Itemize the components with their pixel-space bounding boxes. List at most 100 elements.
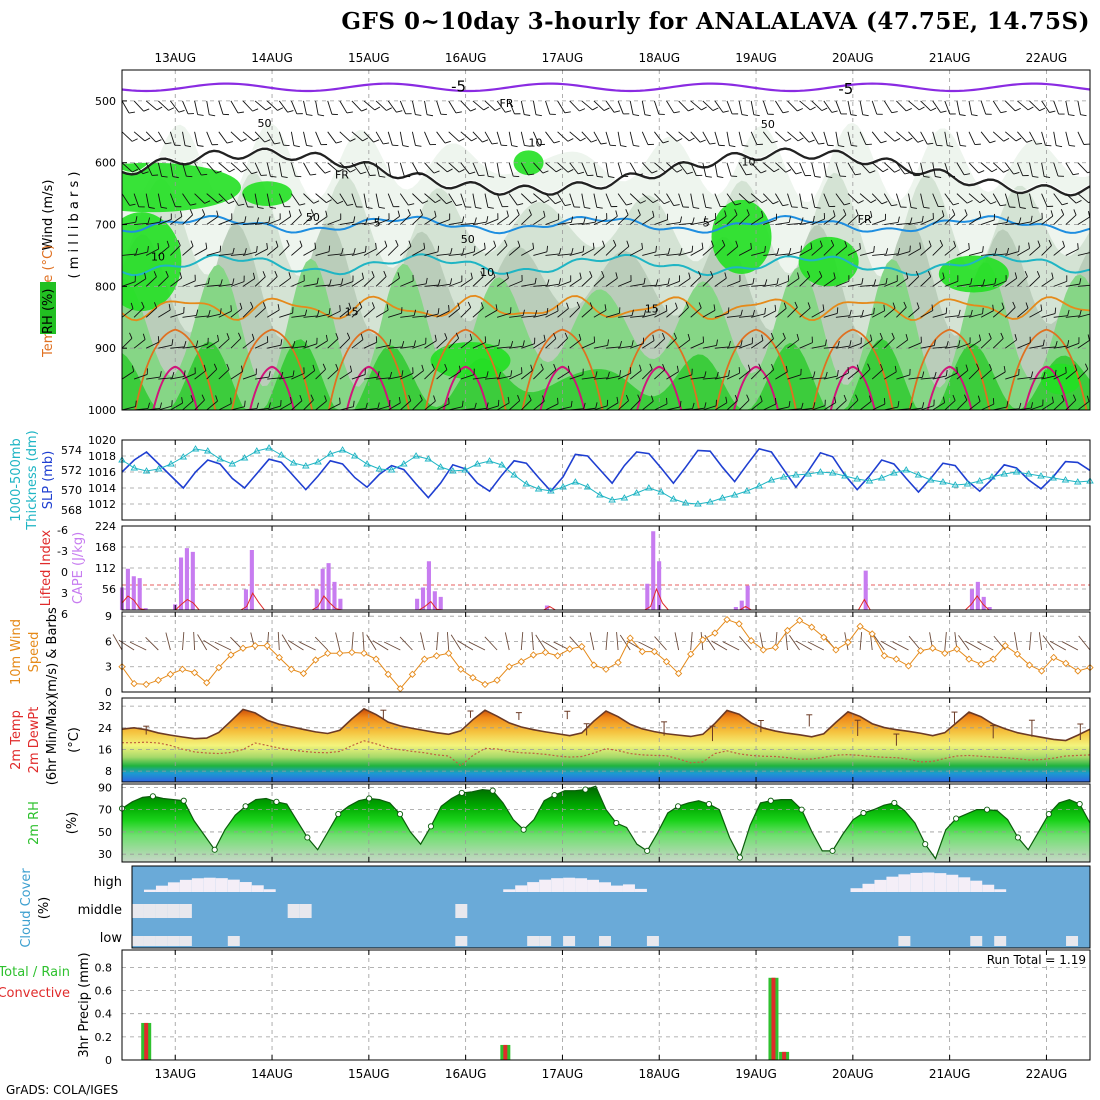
wind-barb (871, 193, 883, 205)
wind-barb (351, 278, 364, 287)
wind-barb-flag (240, 365, 244, 372)
wind-barb (182, 373, 196, 380)
wind-barb-flag (147, 402, 151, 409)
wind-barb (327, 253, 342, 256)
wind-barb-flag (1000, 204, 1007, 207)
thickness-marker (792, 471, 800, 478)
high-cloud-block (599, 882, 611, 892)
rh-units: (%) (65, 812, 80, 835)
wind-barb-flag (313, 200, 320, 204)
wind-barb (436, 131, 446, 144)
wind-barb (787, 307, 798, 318)
wind-barb-flag (542, 170, 549, 174)
wind-barb-flag (834, 396, 837, 403)
wind-barb-flag (396, 110, 403, 113)
wind-barb (375, 405, 390, 410)
wind-barb-flag (197, 114, 204, 116)
wind-barb (896, 277, 909, 287)
wind-barb (133, 251, 148, 256)
wind-barb (315, 400, 327, 410)
surface-wind-barb (1049, 640, 1067, 651)
wind-barb (460, 278, 473, 287)
wind-barb-flag (207, 277, 210, 284)
bottom-date-label: 20AUG (832, 1067, 874, 1081)
wind-barb (992, 193, 1001, 206)
wind-barb (267, 377, 282, 380)
wind-barb (460, 251, 475, 256)
wind-barb (194, 370, 207, 380)
wind-barb (847, 399, 859, 410)
wind-barb (968, 162, 979, 174)
thickness-marker (351, 452, 359, 459)
wind-barb (375, 193, 380, 208)
wind-barb (775, 131, 787, 142)
wind-barb-flag (434, 199, 441, 204)
wind-barb-flag (353, 216, 356, 223)
wind-barb (1029, 162, 1033, 177)
surface-wind-barb (399, 636, 413, 651)
wind-barb-flag (201, 209, 206, 216)
wind-barb-flag (1025, 302, 1029, 309)
wind-barb-flag (953, 202, 960, 206)
cape-bar (426, 561, 431, 610)
wind-barb-flag (419, 209, 423, 216)
wind-barb (339, 281, 354, 287)
wind-barb (641, 131, 649, 145)
wind-barb (351, 307, 363, 318)
wind-barb-flag (595, 402, 598, 409)
wind-barb-flag (692, 217, 695, 224)
wind-barb (871, 162, 884, 173)
wind-barb-flag (498, 339, 501, 346)
wind-barb-flag (712, 107, 719, 111)
wind-barb-flag (143, 108, 150, 112)
wind-barb-flag (644, 114, 651, 117)
wind-barb (146, 341, 160, 349)
wind-barb-flag (838, 145, 845, 148)
wind-barb (315, 284, 330, 287)
wind-barb (509, 315, 524, 318)
wind-barb (835, 162, 841, 177)
wind-barb (484, 405, 499, 410)
wind-barb (496, 216, 509, 225)
wind-barb-flag (797, 137, 804, 142)
wind-barb (920, 310, 934, 318)
surface-wind-barb (541, 640, 558, 651)
wind-barb-flag (882, 168, 889, 173)
wind-barb-flag (679, 247, 683, 255)
wind-speed-marker (1037, 667, 1046, 675)
wind-barb-flag (966, 200, 973, 204)
cloud-low-label: low (100, 931, 123, 946)
wind-barb-flag (603, 107, 610, 111)
wind-barb (920, 345, 935, 349)
wind-barb (412, 283, 427, 287)
high-cloud-block (934, 873, 947, 892)
temp-tick-label: 24 (98, 722, 112, 735)
wind-barb (206, 131, 213, 145)
wind-barb (230, 100, 239, 114)
wind-barb (218, 253, 233, 256)
surface-wind-barb (214, 641, 232, 651)
wind-barb (751, 313, 765, 318)
wind-barb (460, 100, 471, 112)
wind-barb-flag (958, 309, 961, 316)
wind-barb-flag (758, 363, 762, 370)
wind-barb (242, 251, 257, 256)
wind-barb (291, 245, 303, 256)
precip-panel: 00.20.40.60.8 Run Total = 1.19 Total / R… (0, 949, 1091, 1067)
wind-barb-flag (377, 216, 380, 223)
wind-barb (254, 193, 259, 208)
wind-barb-flag (264, 139, 271, 143)
cape-bar (338, 598, 343, 610)
wind-barb (835, 131, 839, 146)
wind-barb-flag (942, 272, 945, 279)
wind-barb-flag (408, 203, 415, 206)
wind-barb (763, 219, 777, 225)
wind-barb (1005, 251, 1019, 256)
wind-barb-flag (800, 245, 802, 252)
thickness-marker (939, 478, 947, 485)
wind-barb (158, 344, 173, 349)
wind-barb (1017, 342, 1031, 349)
wind-barb-flag (1092, 246, 1093, 252)
wind-barb (944, 100, 951, 115)
wind-barb (702, 193, 707, 208)
